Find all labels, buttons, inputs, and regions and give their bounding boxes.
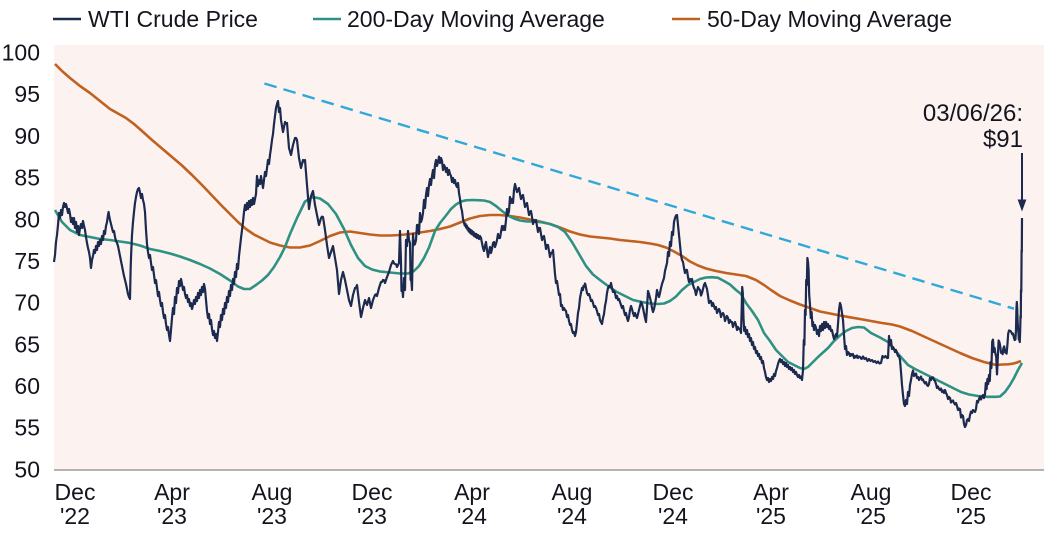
svg-text:Dec: Dec	[653, 479, 694, 505]
svg-text:Dec: Dec	[352, 479, 393, 505]
svg-text:Apr: Apr	[753, 479, 789, 505]
svg-text:WTI Crude Price: WTI Crude Price	[88, 6, 258, 32]
svg-text:75: 75	[14, 248, 40, 274]
svg-text:Dec: Dec	[55, 479, 96, 505]
svg-text:'23: '23	[157, 503, 187, 528]
svg-text:'25: '25	[956, 503, 986, 528]
svg-text:03/06/26:: 03/06/26:	[923, 100, 1023, 127]
svg-text:90: 90	[14, 123, 40, 149]
svg-text:'23: '23	[357, 503, 387, 528]
svg-text:'23: '23	[257, 503, 287, 528]
svg-text:60: 60	[14, 373, 40, 399]
svg-text:Aug: Aug	[851, 479, 892, 505]
svg-text:$91: $91	[983, 126, 1023, 153]
svg-text:65: 65	[14, 331, 40, 357]
svg-text:200-Day Moving Average: 200-Day Moving Average	[347, 6, 605, 32]
svg-text:Apr: Apr	[454, 479, 490, 505]
svg-text:55: 55	[14, 415, 40, 441]
svg-text:50-Day Moving Average: 50-Day Moving Average	[707, 6, 952, 32]
svg-text:85: 85	[14, 165, 40, 191]
svg-text:Aug: Aug	[552, 479, 593, 505]
svg-text:100: 100	[2, 40, 40, 66]
svg-text:80: 80	[14, 206, 40, 232]
svg-text:Dec: Dec	[951, 479, 992, 505]
svg-text:70: 70	[14, 290, 40, 316]
svg-text:'24: '24	[557, 503, 587, 528]
svg-text:'24: '24	[457, 503, 487, 528]
svg-text:'25: '25	[856, 503, 886, 528]
svg-text:50: 50	[14, 456, 40, 482]
svg-text:Aug: Aug	[252, 479, 293, 505]
svg-text:'25: '25	[756, 503, 786, 528]
svg-text:'22: '22	[60, 503, 90, 528]
svg-text:95: 95	[14, 81, 40, 107]
svg-text:'24: '24	[658, 503, 688, 528]
svg-text:Apr: Apr	[154, 479, 190, 505]
